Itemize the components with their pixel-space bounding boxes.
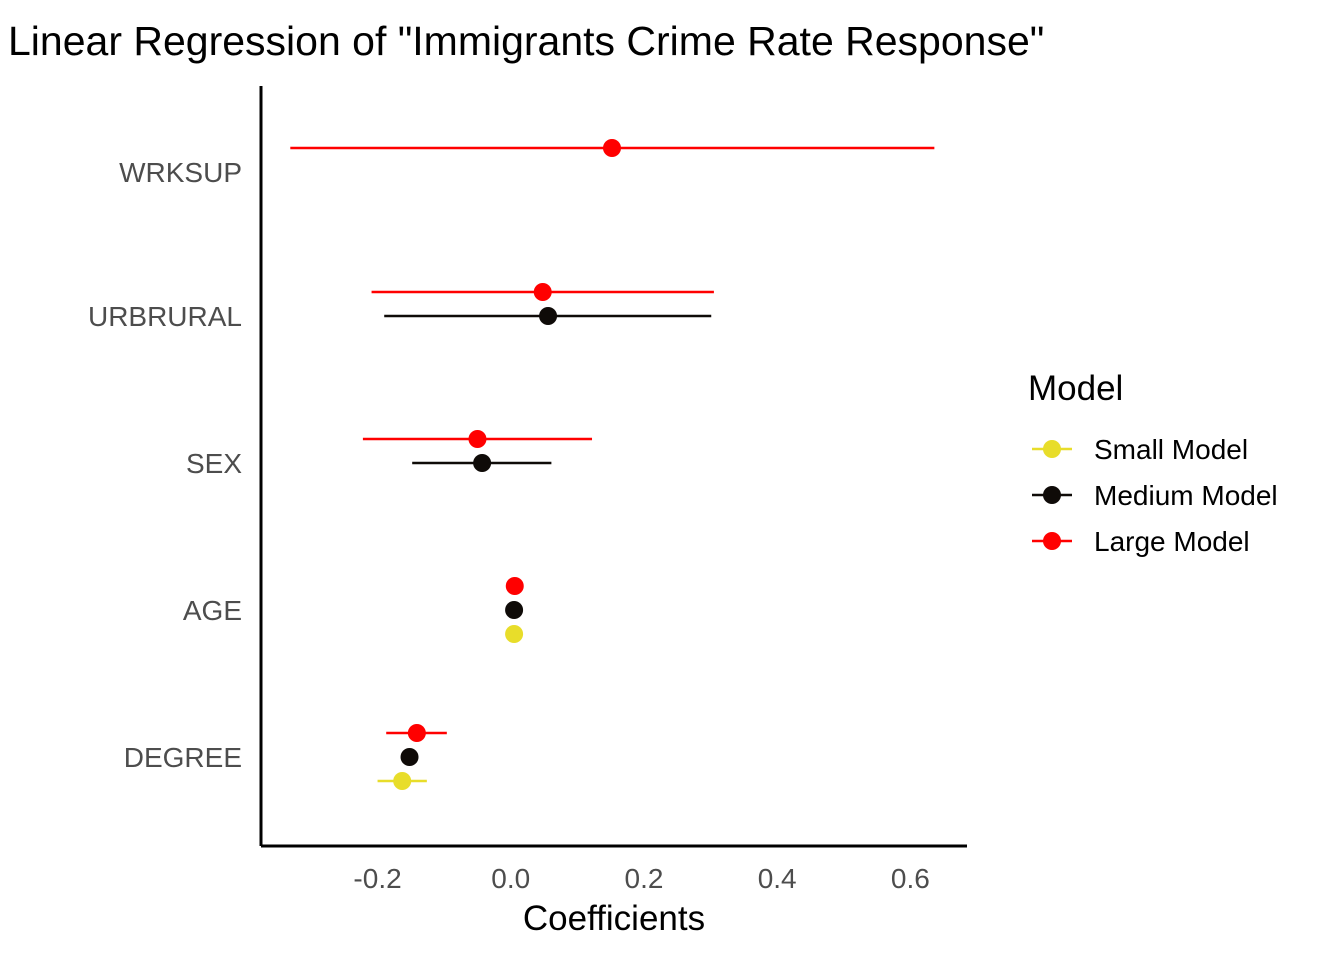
legend-label-small-model: Small Model	[1094, 434, 1248, 465]
chart-title: Linear Regression of "Immigrants Crime R…	[8, 18, 1044, 64]
y-tick-label-age: AGE	[183, 595, 242, 626]
y-tick-label-degree: DEGREE	[124, 742, 242, 773]
y-tick-label-wrksup: WRKSUP	[119, 157, 242, 188]
legend-key-point-small-model	[1043, 440, 1061, 458]
point-small-model-age	[505, 625, 524, 643]
point-medium-model-sex	[473, 454, 492, 472]
y-tick-label-sex: SEX	[186, 448, 242, 479]
x-tick-label: -0.2	[353, 863, 401, 894]
x-axis-title: Coefficients	[523, 899, 705, 938]
point-large-model-wrksup	[603, 139, 622, 157]
legend: Small Model Medium Model Large Model	[1032, 434, 1278, 557]
point-large-model-urbrural	[533, 283, 552, 301]
coefficient-marks	[290, 139, 935, 790]
point-small-model-degree	[393, 772, 412, 790]
point-large-model-degree	[407, 724, 426, 742]
y-tick-label-urbrural: URBRURAL	[88, 301, 242, 332]
legend-label-medium-model: Medium Model	[1094, 480, 1278, 511]
x-tick-labels: -0.2 0.0 0.2 0.4 0.6	[353, 863, 929, 894]
legend-title: Model	[1028, 369, 1123, 408]
point-medium-model-urbrural	[539, 307, 558, 325]
x-tick-label: 0.4	[758, 863, 797, 894]
x-tick-label: 0.6	[891, 863, 930, 894]
legend-key-point-large-model	[1043, 532, 1061, 550]
legend-label-large-model: Large Model	[1094, 526, 1250, 557]
legend-key-point-medium-model	[1043, 486, 1061, 504]
x-tick-label: 0.0	[491, 863, 530, 894]
x-tick-label: 0.2	[625, 863, 664, 894]
point-medium-model-age	[505, 601, 524, 619]
point-large-model-age	[505, 577, 524, 595]
point-medium-model-degree	[400, 748, 419, 766]
point-large-model-sex	[468, 430, 487, 448]
y-tick-labels: DEGREE AGE SEX URBRURAL WRKSUP	[88, 157, 242, 773]
